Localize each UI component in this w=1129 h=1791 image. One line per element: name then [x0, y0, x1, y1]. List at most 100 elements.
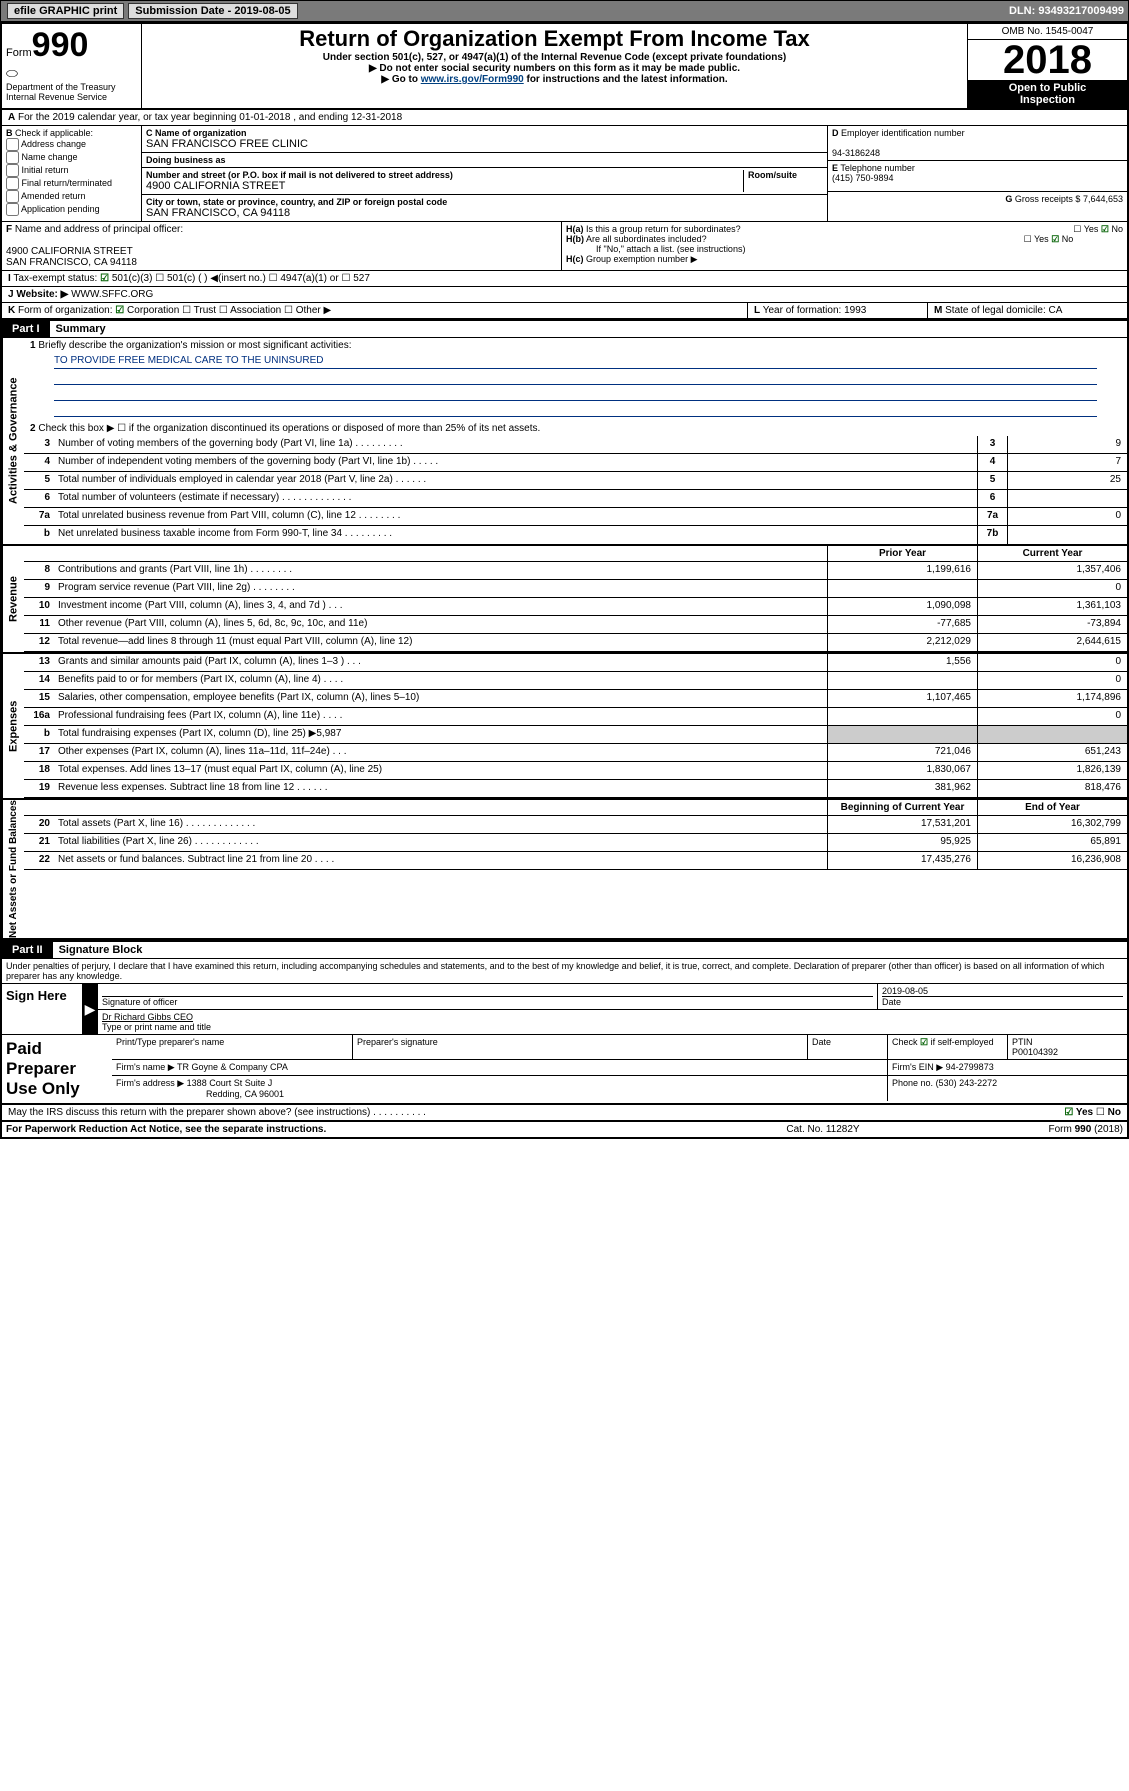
sidebar-expenses: Expenses	[2, 654, 24, 798]
city-state-zip: SAN FRANCISCO, CA 94118	[146, 207, 290, 219]
mission-statement: TO PROVIDE FREE MEDICAL CARE TO THE UNIN…	[24, 353, 1127, 421]
header-center: Return of Organization Exempt From Incom…	[142, 24, 967, 108]
cb-corporation[interactable]	[115, 305, 127, 316]
ptin: P00104392	[1012, 1047, 1058, 1057]
org-name: SAN FRANCISCO FREE CLINIC	[146, 138, 308, 150]
telephone: (415) 750-9894	[832, 173, 894, 183]
officer-addr1: 4900 CALIFORNIA STREET	[6, 246, 133, 257]
table-row: 17Other expenses (Part IX, column (A), l…	[24, 744, 1127, 762]
section-i-tax-exempt: I Tax-exempt status: 501(c)(3) 501(c) ( …	[2, 271, 1127, 287]
sign-here-label: Sign Here	[2, 984, 82, 1034]
expenses-section: Expenses 13Grants and similar amounts pa…	[2, 654, 1127, 800]
officer-addr2: SAN FRANCISCO, CA 94118	[6, 257, 137, 268]
cb-501c[interactable]	[155, 273, 167, 284]
toolbar: efile GRAPHIC print Submission Date - 20…	[0, 0, 1129, 22]
section-d-e-g: D Employer identification number 94-3186…	[827, 126, 1127, 221]
sidebar-revenue: Revenue	[2, 546, 24, 652]
gross-receipts: 7,644,653	[1083, 194, 1123, 204]
cb-other[interactable]	[284, 305, 296, 316]
table-row: 19Revenue less expenses. Subtract line 1…	[24, 780, 1127, 798]
cb-final-return[interactable]: Final return/terminated	[6, 177, 137, 190]
table-row: 20Total assets (Part X, line 16) . . . .…	[24, 816, 1127, 834]
form-footer: For Paperwork Reduction Act Notice, see …	[2, 1122, 1127, 1137]
table-row: 10Investment income (Part VIII, column (…	[24, 598, 1127, 616]
dba-label: Doing business as	[146, 155, 226, 165]
table-row: 18Total expenses. Add lines 13–17 (must …	[24, 762, 1127, 780]
cb-self-employed[interactable]	[920, 1037, 931, 1047]
line-7b-val	[1007, 526, 1127, 544]
sidebar-activities: Activities & Governance	[2, 338, 24, 544]
cb-trust[interactable]	[182, 305, 194, 316]
submission-date-button[interactable]: Submission Date - 2019-08-05	[128, 3, 297, 19]
perjury-statement: Under penalties of perjury, I declare th…	[2, 959, 1127, 984]
sign-arrow-icon: ▶	[82, 984, 98, 1034]
table-row: 22Net assets or fund balances. Subtract …	[24, 852, 1127, 870]
cb-527[interactable]	[341, 273, 353, 284]
part-1-header: Part I Summary	[2, 319, 1127, 338]
line-2-discontinued: Check this box ▶ ☐ if the organization d…	[38, 423, 540, 434]
table-row: 11Other revenue (Part VIII, column (A), …	[24, 616, 1127, 634]
street-address: 4900 CALIFORNIA STREET	[146, 180, 285, 192]
state-domicile: CA	[1049, 305, 1063, 316]
section-b-checkboxes: B Check if applicable: Address change Na…	[2, 126, 142, 221]
section-a-tax-year: A For the 2019 calendar year, or tax yea…	[2, 110, 1127, 126]
net-assets-section: Net Assets or Fund Balances Beginning of…	[2, 800, 1127, 940]
section-k-l-m: K Form of organization: Corporation Trus…	[2, 303, 1127, 319]
dept-label: Department of the Treasury	[6, 82, 137, 92]
ha-no[interactable]	[1101, 224, 1112, 234]
section-c-name-address: C Name of organization SAN FRANCISCO FRE…	[142, 126, 827, 221]
hb-no[interactable]	[1051, 234, 1062, 244]
form-number: 990	[32, 26, 89, 64]
cb-application-pending[interactable]: Application pending	[6, 203, 137, 216]
sign-date: 2019-08-05	[882, 986, 928, 996]
website-url: WWW.SFFC.ORG	[71, 289, 153, 300]
group-exemption: Group exemption number ▶	[586, 254, 697, 264]
revenue-col-headers: Prior Year Current Year	[24, 546, 1127, 562]
table-row: 14Benefits paid to or for members (Part …	[24, 672, 1127, 690]
tax-year: 2018	[968, 40, 1127, 80]
firm-addr1: 1388 Court St Suite J	[187, 1078, 273, 1088]
header-right: OMB No. 1545-0047 2018 Open to Public In…	[967, 24, 1127, 108]
line-4-val: 7	[1007, 454, 1127, 471]
cb-address-change[interactable]: Address change	[6, 138, 137, 151]
firm-ein: 94-2799873	[946, 1062, 994, 1072]
section-j-website: J Website: ▶ WWW.SFFC.ORG	[2, 287, 1127, 303]
instructions-link[interactable]: www.irs.gov/Form990	[421, 74, 524, 85]
cb-discuss-yes[interactable]	[1064, 1107, 1076, 1118]
revenue-section: Revenue Prior Year Current Year 8Contrib…	[2, 546, 1127, 654]
sidebar-net-assets: Net Assets or Fund Balances	[2, 800, 24, 938]
ha-yes[interactable]	[1073, 224, 1083, 234]
cb-amended-return[interactable]: Amended return	[6, 190, 137, 203]
table-row: 9Program service revenue (Part VIII, lin…	[24, 580, 1127, 598]
table-row: bTotal fundraising expenses (Part IX, co…	[24, 726, 1127, 744]
org-info-block: B Check if applicable: Address change Na…	[2, 126, 1127, 222]
table-row: 13Grants and similar amounts paid (Part …	[24, 654, 1127, 672]
form-header: Form990 ⬭ Department of the Treasury Int…	[2, 24, 1127, 110]
netassets-col-headers: Beginning of Current Year End of Year	[24, 800, 1127, 816]
cb-name-change[interactable]: Name change	[6, 151, 137, 164]
hb-yes[interactable]	[1024, 234, 1034, 244]
efile-button[interactable]: efile GRAPHIC print	[7, 3, 124, 19]
sign-here-section: Sign Here ▶ Signature of officer 2019-08…	[2, 984, 1127, 1035]
irs-discuss-line: May the IRS discuss this return with the…	[2, 1105, 1127, 1122]
cb-association[interactable]	[219, 305, 230, 316]
cb-discuss-no[interactable]	[1096, 1107, 1108, 1118]
cat-no: Cat. No. 11282Y	[723, 1124, 923, 1135]
header-left: Form990 ⬭ Department of the Treasury Int…	[2, 24, 142, 108]
table-row: 21Total liabilities (Part X, line 26) . …	[24, 834, 1127, 852]
dln-label: DLN: 93493217009499	[1009, 5, 1124, 17]
table-row: 15Salaries, other compensation, employee…	[24, 690, 1127, 708]
cb-501c3[interactable]	[100, 273, 112, 284]
form-subtitle-1: Under section 501(c), 527, or 4947(a)(1)…	[148, 52, 961, 63]
form-subtitle-3: Go to www.irs.gov/Form990 for instructio…	[148, 74, 961, 85]
form-word: Form	[6, 47, 32, 59]
table-row: 12Total revenue—add lines 8 through 11 (…	[24, 634, 1127, 652]
form-title: Return of Organization Exempt From Incom…	[148, 26, 961, 52]
firm-addr2: Redding, CA 96001	[116, 1089, 284, 1099]
room-suite-label: Room/suite	[748, 170, 797, 180]
open-to-public: Open to Public Inspection	[968, 80, 1127, 108]
paid-preparer-label: Paid Preparer Use Only	[2, 1035, 112, 1103]
cb-initial-return[interactable]: Initial return	[6, 164, 137, 177]
cb-4947[interactable]	[269, 273, 281, 284]
form-990: Form990 ⬭ Department of the Treasury Int…	[0, 22, 1129, 1139]
